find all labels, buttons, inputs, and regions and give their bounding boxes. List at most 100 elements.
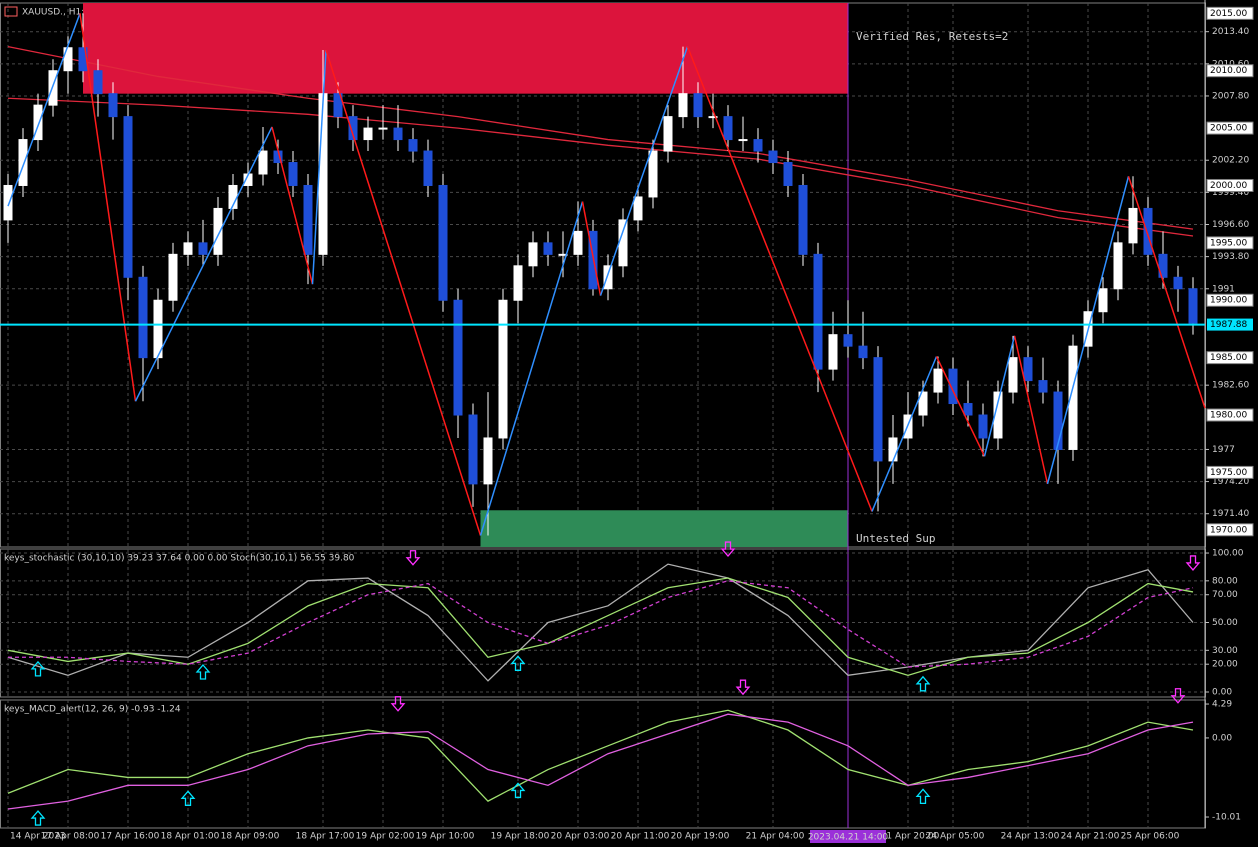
candle-body: [918, 391, 928, 416]
candle-body: [213, 207, 223, 255]
indicator-line: [7, 577, 1194, 676]
candle-body: [888, 437, 898, 462]
candle-body: [738, 139, 748, 142]
candle-body: [303, 184, 313, 255]
zigzag-segment: [1127, 176, 1206, 409]
candle-body: [348, 116, 358, 141]
zigzag-segment: [599, 46, 689, 296]
zigzag-segment: [134, 126, 273, 402]
candle-body: [393, 127, 403, 141]
y-tick-label: 1993.80: [1212, 252, 1249, 262]
y-tick-label: 20.00: [1212, 660, 1238, 670]
candle-body: [183, 242, 193, 255]
signal-arrow: [390, 696, 406, 712]
signal-arrow: [720, 541, 736, 558]
y-tick-label: 80.00: [1212, 576, 1238, 586]
candle-body: [528, 242, 538, 267]
signal-arrow: [1170, 688, 1186, 704]
y-tick-label: 1982.60: [1212, 381, 1249, 391]
signal-arrow: [405, 550, 421, 566]
candle-body: [1113, 242, 1123, 290]
candle-body: [633, 196, 643, 221]
zone-label: Untested Sup: [856, 532, 935, 545]
signal-arrow: [30, 660, 46, 677]
x-tick-label: 21 Apr 04:00: [746, 832, 805, 842]
signal-arrow: [735, 679, 751, 696]
signal-arrow: [1185, 555, 1201, 571]
candle-body: [498, 299, 508, 439]
x-tick-label: 19 Apr 10:00: [416, 832, 475, 842]
candle-body: [288, 162, 298, 186]
signal-arrow: [510, 782, 526, 799]
price-level-label: 2010.00: [1210, 66, 1247, 76]
price-level-label: 1985.00: [1210, 353, 1247, 363]
zigzag-segment: [581, 201, 602, 296]
candle-body: [453, 299, 463, 416]
zigzag-segment: [79, 13, 137, 402]
y-tick-label: 1999.40: [1212, 188, 1249, 198]
candle-body: [108, 93, 118, 118]
candle-body: [648, 150, 658, 198]
candle-body: [768, 150, 778, 164]
candle-body: [1068, 345, 1078, 450]
crosshair-label-bg: [810, 830, 886, 843]
candle-body: [858, 345, 868, 359]
zigzag-segment: [871, 356, 938, 512]
current-price-label: 1987.88: [1210, 320, 1247, 330]
price-level-label: 2015.00: [1210, 9, 1247, 19]
candle-body: [708, 116, 718, 119]
price-level-box: [1206, 293, 1254, 307]
candle-body: [1158, 253, 1168, 278]
current-price-box: [1207, 318, 1253, 331]
candle-body: [693, 93, 703, 118]
crosshair-label: 2023.04.21 14:00: [808, 833, 889, 843]
y-tick-label: 100.00: [1212, 549, 1244, 559]
candle-body: [1008, 357, 1018, 393]
zigzag-segment: [271, 126, 314, 285]
x-tick-label: 20 Apr 11:00: [611, 832, 670, 842]
candle-body: [1053, 391, 1063, 450]
price-level-box: [1206, 351, 1254, 365]
zigzag-segment: [935, 356, 986, 457]
y-tick-label: 1996.60: [1212, 220, 1249, 230]
zigzag-segment: [983, 335, 1016, 457]
candle-body: [33, 104, 43, 141]
candle-body: [813, 253, 823, 370]
candle-body: [783, 162, 793, 186]
candle-body: [1143, 207, 1153, 255]
candle-body: [3, 184, 13, 221]
y-tick-label: 70.00: [1212, 590, 1238, 600]
x-tick-label: 20 Apr 19:00: [671, 832, 730, 842]
y-tick-label: 1991: [1212, 284, 1235, 294]
x-tick-label: 14 Apr 2023: [10, 832, 66, 842]
signal-arrow: [180, 790, 196, 806]
candle-body: [753, 139, 763, 152]
price-level-box: [1206, 523, 1254, 537]
candle-body: [18, 139, 28, 186]
signal-arrow: [30, 810, 46, 826]
symbol-icon: [4, 6, 18, 17]
y-tick-label: 4.29: [1212, 700, 1232, 710]
signal-arrow: [195, 663, 211, 680]
zone: [480, 510, 848, 547]
y-tick-label: -10.01: [1212, 813, 1241, 823]
price-level-label: 1980.00: [1210, 411, 1247, 421]
candle-body: [168, 253, 178, 301]
x-tick-label: 18 Apr 01:00: [161, 832, 220, 842]
candle-body: [933, 368, 943, 393]
zone: [83, 3, 848, 94]
price-level-box: [1206, 121, 1254, 135]
candle-body: [363, 127, 373, 141]
candle-body: [618, 219, 628, 267]
x-tick-label: 17 Apr 16:00: [101, 832, 160, 842]
y-tick-label: 1977: [1212, 445, 1235, 455]
price-level-box: [1206, 6, 1254, 20]
price-level-label: 2005.00: [1210, 124, 1247, 134]
x-tick-label: 17 Apr 08:00: [41, 832, 100, 842]
panel-title: keys_MACD_alert(12, 26, 9) -0.93 -1.24: [4, 705, 181, 715]
candle-body: [948, 368, 958, 405]
candle-body: [543, 242, 553, 255]
candle-body: [438, 184, 448, 301]
candle-body: [258, 150, 268, 175]
candle-body: [1098, 288, 1108, 313]
